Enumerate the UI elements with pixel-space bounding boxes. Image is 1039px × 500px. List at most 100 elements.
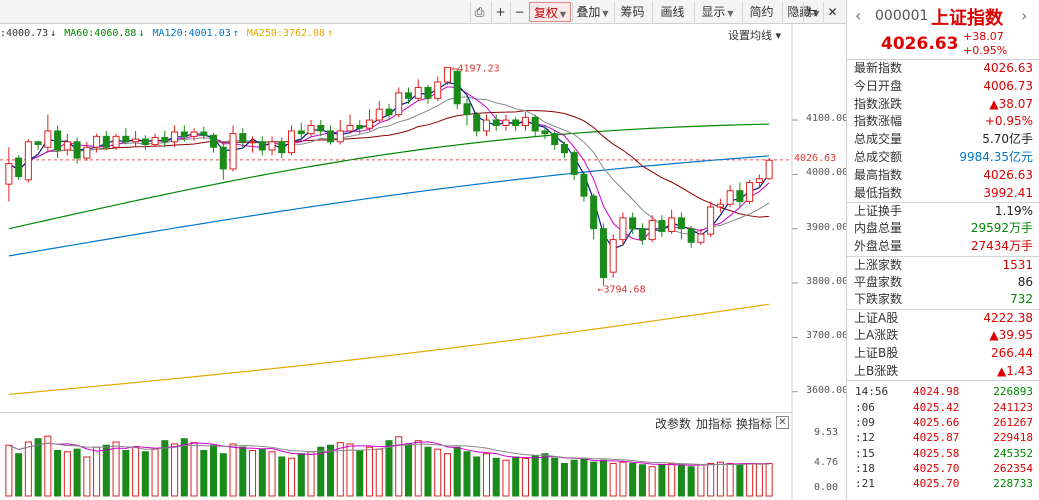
candle-body	[180, 131, 188, 137]
tick-time: :09	[855, 415, 875, 429]
candle-body	[385, 108, 393, 116]
swap-icon-label: ⇆	[807, 5, 818, 19]
volume-bar	[161, 440, 169, 497]
hide-button[interactable]: 隐藏 ▼	[782, 2, 824, 22]
next-icon[interactable]: ›	[1021, 6, 1028, 25]
volume-bar	[229, 443, 237, 497]
candle-body	[356, 124, 364, 129]
tick-price: 4025.66	[913, 415, 960, 429]
volume-bar	[687, 466, 695, 497]
chevron-down-icon: ▼	[813, 9, 820, 18]
tick-list[interactable]: 14:56 4024.98 226893:06 4025.42 241123:09 402…	[847, 380, 1039, 491]
chips-button[interactable]: 筹码	[614, 2, 650, 22]
quote-value: 1.19%	[994, 204, 1033, 219]
kline-chart[interactable]: ←4197.23 ←3794.68	[0, 0, 846, 500]
volume-bar	[34, 438, 42, 497]
quote-value: 3992.41	[983, 185, 1033, 200]
tick-price: 4025.70	[913, 477, 960, 491]
arrow-down-icon: ↓	[50, 28, 57, 39]
volume-bar	[677, 464, 685, 497]
volume-bar	[83, 456, 91, 497]
legend-text: :4000.73	[0, 28, 49, 39]
quote-row: 上A涨跌 ▲39.95	[847, 327, 1039, 345]
prev-icon[interactable]: ‹	[855, 6, 862, 25]
quote-row: 最低指数 3992.41	[847, 185, 1039, 203]
overlay-button[interactable]: 叠加 ▼	[572, 2, 612, 22]
candle-body	[278, 141, 286, 154]
add-indicator-button[interactable]: 加指标	[696, 417, 733, 431]
y-tick-label: 4000.00	[806, 167, 849, 179]
ma250-line	[8, 303, 770, 396]
candle-body	[151, 136, 159, 146]
quote-value: 732	[1010, 292, 1033, 307]
quote-label: 指数涨幅	[854, 114, 903, 129]
volume-bar	[326, 444, 335, 497]
close-icon[interactable]: ✕	[776, 416, 789, 429]
candle-body	[54, 130, 62, 151]
candle-body	[765, 159, 773, 180]
ma-settings-label: 设置均线	[728, 29, 772, 42]
change-params-button[interactable]: 改参数	[655, 417, 692, 431]
volume-bar	[453, 446, 461, 497]
quote-row: 今日开盘 4006.73	[847, 78, 1039, 96]
legend-entry: MA60:4060.88 ↓	[64, 28, 148, 39]
volume-bar	[171, 443, 179, 497]
simple-button[interactable]: 简约	[742, 2, 780, 22]
quote-row: 上证A股 4222.38	[847, 309, 1039, 327]
candle-body	[24, 141, 32, 181]
close-icon[interactable]: ✕	[823, 2, 841, 22]
volume-bar	[5, 444, 13, 497]
volume-bar	[180, 438, 188, 497]
vol-ma10-line	[8, 442, 770, 466]
candle-body	[336, 130, 344, 143]
candle-body	[424, 86, 432, 99]
quote-row: 上证换手 1.19%	[847, 202, 1039, 220]
zoom-out-button[interactable]: −	[510, 2, 528, 22]
tick-row: :09 4025.66 261267	[847, 415, 1039, 430]
volume-bar	[668, 462, 676, 497]
quote-value: ▲1.43	[997, 363, 1033, 378]
volume-bar	[268, 451, 276, 497]
tick-time: 14:56	[855, 385, 889, 399]
volume-bar	[200, 449, 208, 497]
arrow-up-icon: ↑	[327, 28, 334, 39]
candle-body	[83, 146, 91, 159]
volume-bar	[210, 444, 218, 497]
volume-bar	[473, 456, 481, 497]
volume-bar	[346, 443, 354, 497]
tick-volume: 228733	[993, 477, 1033, 491]
volume-bar	[599, 459, 607, 497]
candle-body	[161, 136, 169, 143]
candle-body	[502, 119, 510, 126]
tick-time: :06	[855, 400, 875, 414]
switch-indicator-button[interactable]: 换指标	[736, 417, 773, 431]
quote-value: 86	[1017, 274, 1033, 289]
display-button[interactable]: 显示 ▼	[694, 2, 740, 22]
zoom-in-button-label: +	[495, 5, 506, 19]
candle-body	[102, 135, 110, 148]
swap-icon[interactable]: ⇆	[803, 2, 821, 22]
ma-settings-button[interactable]: 设置均线 ▾	[728, 27, 781, 43]
candle-body	[93, 135, 101, 148]
quote-row: 最高指数 4026.63	[847, 167, 1039, 185]
candle-body	[648, 220, 656, 241]
stock-name: 上证指数	[931, 8, 1003, 29]
draw-line-button[interactable]: 画线	[652, 2, 692, 22]
candle-body	[249, 141, 257, 144]
quote-label: 上证B股	[854, 345, 899, 360]
volume-bar	[648, 466, 656, 497]
volume-bar	[707, 462, 715, 497]
candle-body	[229, 133, 237, 170]
zoom-in-button[interactable]: +	[491, 2, 509, 22]
layout-icon[interactable]: ⎙	[470, 2, 488, 22]
volume-bar	[24, 441, 32, 497]
adjust-button[interactable]: 复权 ▼	[529, 2, 571, 22]
candle-body	[132, 138, 140, 143]
close-icon-label: ✕	[827, 5, 838, 19]
arrow-down-icon: ↓	[138, 28, 145, 39]
volume-bar	[434, 448, 442, 497]
quote-value: 9984.35亿元	[959, 149, 1033, 164]
candle-body	[171, 131, 179, 143]
candle-body	[297, 130, 305, 135]
volume-bar	[278, 456, 286, 497]
